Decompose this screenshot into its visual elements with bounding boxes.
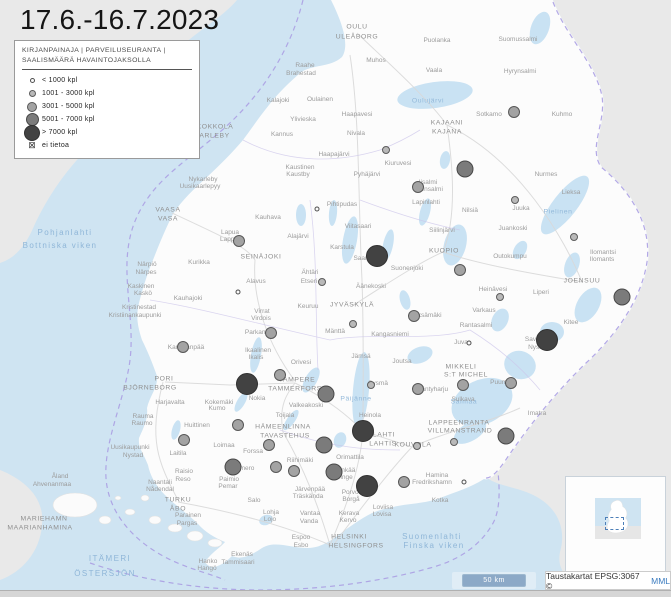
catch-data-point[interactable] xyxy=(613,288,631,306)
catch-data-point[interactable] xyxy=(508,106,520,118)
catch-data-point[interactable] xyxy=(314,206,320,212)
catch-data-point[interactable] xyxy=(232,419,244,431)
catch-data-point[interactable] xyxy=(497,427,515,445)
catch-data-point[interactable] xyxy=(505,377,517,389)
legend-item: > 7000 kpl xyxy=(22,124,192,141)
archipelago-islands xyxy=(52,492,223,548)
roads xyxy=(155,32,583,546)
catch-data-point[interactable] xyxy=(315,436,333,454)
legend-symbol-smallest xyxy=(29,78,35,84)
catch-data-point[interactable] xyxy=(270,461,282,473)
catch-data-point[interactable] xyxy=(236,373,258,395)
catch-data-point[interactable] xyxy=(288,465,300,477)
catch-data-point[interactable] xyxy=(456,160,474,178)
attribution: Taustakartat EPSG:3067 © MML xyxy=(545,570,671,591)
catch-data-point[interactable] xyxy=(367,381,375,389)
legend-label: 1001 - 3000 kpl xyxy=(42,90,95,98)
catch-data-point[interactable] xyxy=(536,329,558,351)
legend-item: 1001 - 3000 kpl xyxy=(22,87,192,100)
catch-data-point[interactable] xyxy=(318,278,326,286)
legend-symbol-small xyxy=(28,90,36,98)
catch-data-point[interactable] xyxy=(511,196,519,204)
legend-divider xyxy=(22,69,192,71)
catch-data-point[interactable] xyxy=(366,245,388,267)
catch-data-point[interactable] xyxy=(496,293,504,301)
finland-land xyxy=(137,0,649,567)
inset-finland-shape xyxy=(606,500,629,534)
legend-item: < 1000 kpl xyxy=(22,74,192,87)
catch-data-point[interactable] xyxy=(263,439,275,451)
page-title: 17.6.-16.7.2023 xyxy=(20,4,220,35)
catch-data-point[interactable] xyxy=(413,442,421,450)
catch-data-point[interactable] xyxy=(224,458,242,476)
catch-data-point[interactable] xyxy=(454,264,466,276)
legend-item-no-data: ⊠ ei tietoa xyxy=(22,139,192,152)
catch-data-point[interactable] xyxy=(265,327,277,339)
catch-data-point[interactable] xyxy=(235,289,241,295)
foreign-land-southwest xyxy=(0,470,43,580)
inset-viewport-rectangle[interactable] xyxy=(605,517,624,530)
catch-data-point[interactable] xyxy=(450,438,458,446)
legend-label: 3001 - 5000 kpl xyxy=(42,103,95,111)
catch-data-point[interactable] xyxy=(317,385,335,403)
catch-data-point[interactable] xyxy=(382,146,390,154)
catch-data-point[interactable] xyxy=(325,463,343,481)
region-borders xyxy=(149,129,541,451)
catch-data-point[interactable] xyxy=(461,479,467,485)
lakes xyxy=(171,11,602,526)
legend-item: 5001 - 7000 kpl xyxy=(22,113,192,127)
attribution-text: Taustakartat EPSG:3067 © xyxy=(546,570,640,591)
no-data-icon: ⊠ xyxy=(28,140,36,151)
catch-data-point[interactable] xyxy=(356,475,378,497)
mml-link[interactable]: MML xyxy=(651,575,670,586)
catch-data-point[interactable] xyxy=(398,476,410,488)
catch-data-point[interactable] xyxy=(408,310,420,322)
scale-bar: 50 km xyxy=(452,572,536,589)
legend-title-line2: SAALISMÄÄRÄ HAVAINTOJAKSOLLA xyxy=(22,57,152,65)
foreign-land-east xyxy=(487,0,671,590)
catch-data-point[interactable] xyxy=(457,379,469,391)
legend-label: 5001 - 7000 kpl xyxy=(42,116,95,124)
catch-data-point[interactable] xyxy=(177,341,189,353)
catch-data-point[interactable] xyxy=(412,383,424,395)
legend-item: 3001 - 5000 kpl xyxy=(22,100,192,113)
national-borders xyxy=(89,0,649,591)
catch-data-point[interactable] xyxy=(570,233,578,241)
legend-symbol-largest xyxy=(24,124,40,141)
legend-label: ei tietoa xyxy=(42,142,70,150)
legend: KIRJANPAINAJA | PARVEILUSEURANTA | SAALI… xyxy=(14,40,200,160)
catch-data-point[interactable] xyxy=(274,369,286,381)
catch-data-point[interactable] xyxy=(466,340,472,346)
catch-data-point[interactable] xyxy=(178,434,190,446)
overview-inset-map[interactable] xyxy=(565,476,666,572)
catch-data-point[interactable] xyxy=(412,181,424,193)
catch-data-point[interactable] xyxy=(352,420,374,442)
legend-label: < 1000 kpl xyxy=(42,77,78,85)
legend-title-line1: KIRJANPAINAJA | PARVEILUSEURANTA | xyxy=(22,47,166,54)
catch-data-point[interactable] xyxy=(233,235,245,247)
scale-bar-label: 50 km xyxy=(483,577,505,584)
bottom-frame xyxy=(0,590,671,597)
legend-label: > 7000 kpl xyxy=(42,129,78,137)
legend-symbol-medium xyxy=(27,101,37,112)
catch-data-point[interactable] xyxy=(349,320,357,328)
